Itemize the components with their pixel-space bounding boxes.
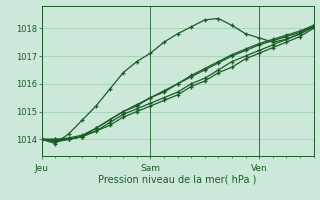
X-axis label: Pression niveau de la mer( hPa ): Pression niveau de la mer( hPa ) [99,174,257,184]
